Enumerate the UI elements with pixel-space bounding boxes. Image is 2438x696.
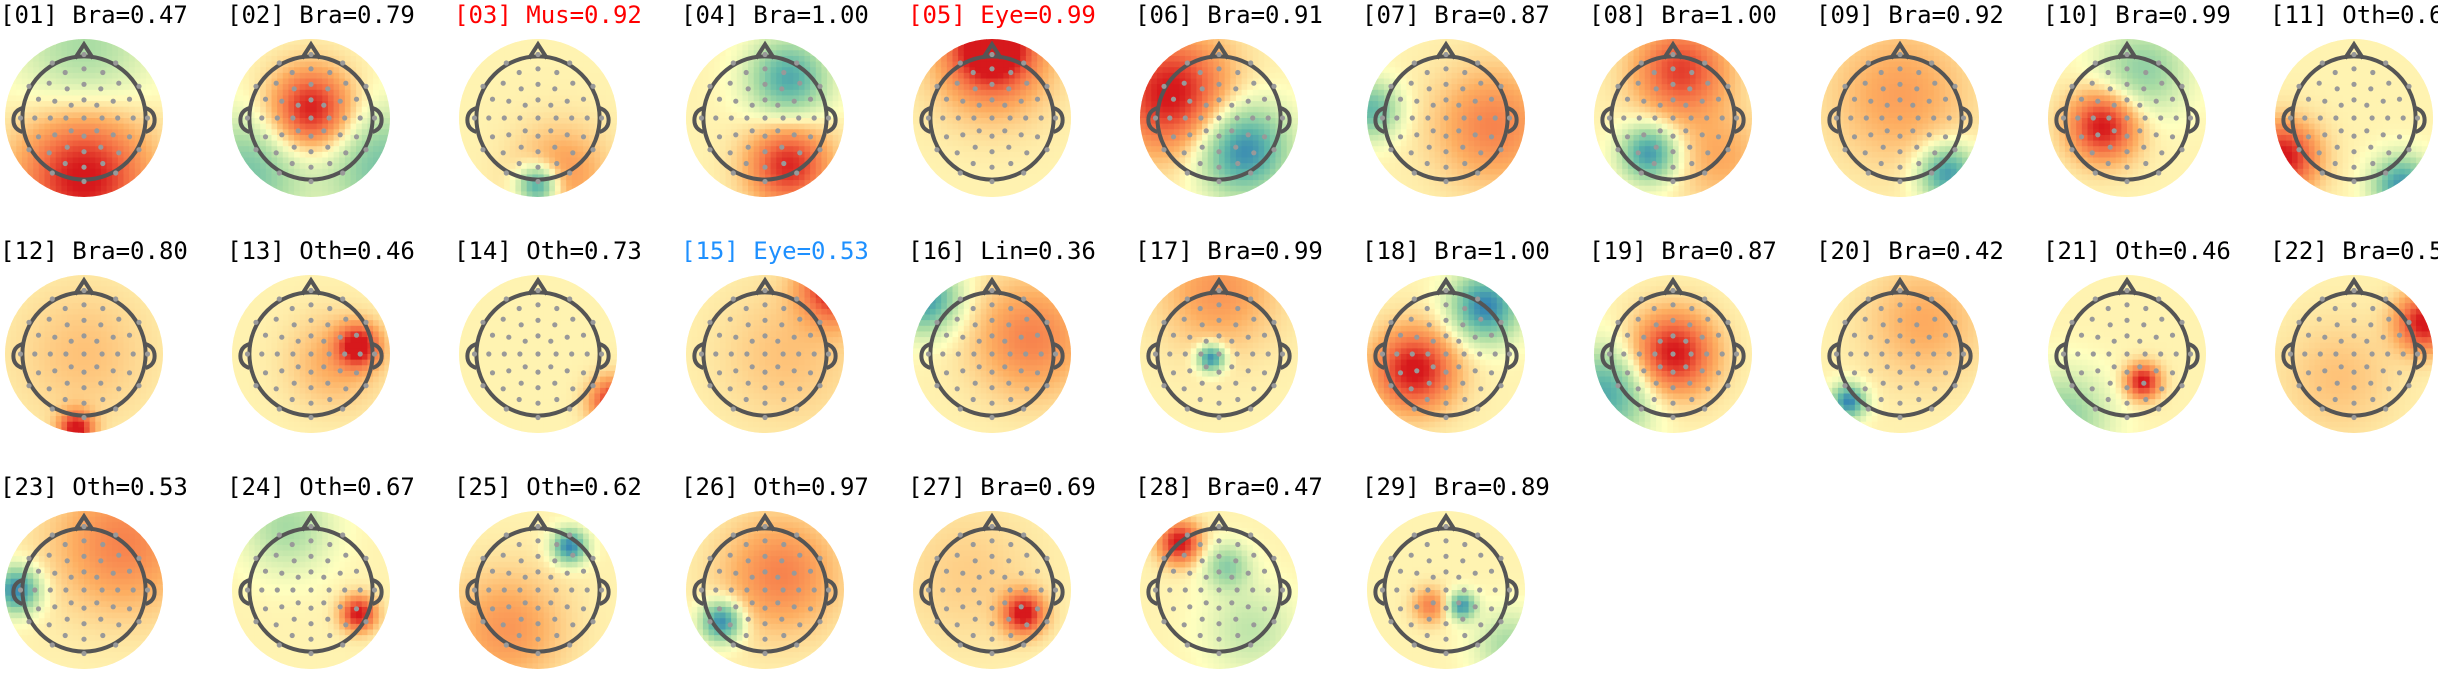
- component-label: [10] Bra=0.99: [2043, 0, 2231, 30]
- component-cell: [04] Bra=1.00: [681, 0, 905, 224]
- topomap: [1589, 34, 1757, 202]
- component-label: [18] Bra=1.00: [1362, 236, 1550, 266]
- component-label: [22] Bra=0.53: [2270, 236, 2438, 266]
- component-label: [09] Bra=0.92: [1816, 0, 2004, 30]
- topomap: [1135, 506, 1303, 674]
- component-label: [19] Bra=0.87: [1589, 236, 1777, 266]
- component-label: [23] Oth=0.53: [0, 472, 188, 502]
- topomap: [1362, 34, 1530, 202]
- topomap: [1816, 270, 1984, 438]
- component-label: [29] Bra=0.89: [1362, 472, 1550, 502]
- component-label: [17] Bra=0.99: [1135, 236, 1323, 266]
- component-cell: [15] Eye=0.53: [681, 236, 905, 460]
- component-cell: [14] Oth=0.73: [454, 236, 678, 460]
- component-cell: [03] Mus=0.92: [454, 0, 678, 224]
- component-cell: [16] Lin=0.36: [908, 236, 1132, 460]
- topomap: [1589, 270, 1757, 438]
- component-cell: [25] Oth=0.62: [454, 472, 678, 696]
- component-cell: [18] Bra=1.00: [1362, 236, 1586, 460]
- topomap: [454, 506, 622, 674]
- component-cell: [08] Bra=1.00: [1589, 0, 1813, 224]
- component-label: [13] Oth=0.46: [227, 236, 415, 266]
- component-cell: [09] Bra=0.92: [1816, 0, 2040, 224]
- component-cell: [26] Oth=0.97: [681, 472, 905, 696]
- component-label: [07] Bra=0.87: [1362, 0, 1550, 30]
- topomap: [1816, 34, 1984, 202]
- component-label: [04] Bra=1.00: [681, 0, 869, 30]
- component-cell: [05] Eye=0.99: [908, 0, 1132, 224]
- component-cell: [06] Bra=0.91: [1135, 0, 1359, 224]
- topomap: [681, 270, 849, 438]
- topomap: [227, 506, 395, 674]
- component-cell: [19] Bra=0.87: [1589, 236, 1813, 460]
- component-label: [06] Bra=0.91: [1135, 0, 1323, 30]
- topomap: [454, 270, 622, 438]
- topomap: [454, 34, 622, 202]
- component-cell: [28] Bra=0.47: [1135, 472, 1359, 696]
- component-cell: [22] Bra=0.53: [2270, 236, 2438, 460]
- topomap: [2043, 34, 2211, 202]
- topomap: [2043, 270, 2211, 438]
- component-label: [03] Mus=0.92: [454, 0, 642, 30]
- component-cell: [27] Bra=0.69: [908, 472, 1132, 696]
- component-cell: [12] Bra=0.80: [0, 236, 224, 460]
- component-label: [26] Oth=0.97: [681, 472, 869, 502]
- component-cell: [02] Bra=0.79: [227, 0, 451, 224]
- component-cell: [13] Oth=0.46: [227, 236, 451, 460]
- component-label: [28] Bra=0.47: [1135, 472, 1323, 502]
- component-cell: [07] Bra=0.87: [1362, 0, 1586, 224]
- topomap: [908, 506, 1076, 674]
- ica-component-grid: [01] Bra=0.47 [02] Bra=0.79 [03] Mus=0.92 […: [0, 0, 2438, 667]
- topomap: [908, 34, 1076, 202]
- component-cell: [23] Oth=0.53: [0, 472, 224, 696]
- component-cell: [20] Bra=0.42: [1816, 236, 2040, 460]
- topomap: [1135, 34, 1303, 202]
- topomap: [0, 270, 168, 438]
- topomap: [681, 506, 849, 674]
- component-cell: [29] Bra=0.89: [1362, 472, 1586, 696]
- component-cell: [24] Oth=0.67: [227, 472, 451, 696]
- topomap: [1362, 506, 1530, 674]
- topomap: [2270, 34, 2438, 202]
- topomap: [0, 34, 168, 202]
- component-label: [21] Oth=0.46: [2043, 236, 2231, 266]
- topomap: [908, 270, 1076, 438]
- topomap: [2270, 270, 2438, 438]
- topomap: [0, 506, 168, 674]
- component-label: [14] Oth=0.73: [454, 236, 642, 266]
- component-label: [08] Bra=1.00: [1589, 0, 1777, 30]
- component-cell: [21] Oth=0.46: [2043, 236, 2267, 460]
- topomap: [1135, 270, 1303, 438]
- component-cell: [10] Bra=0.99: [2043, 0, 2267, 224]
- topomap: [227, 270, 395, 438]
- component-cell: [17] Bra=0.99: [1135, 236, 1359, 460]
- topomap: [1362, 270, 1530, 438]
- component-cell: [01] Bra=0.47: [0, 0, 224, 224]
- topomap: [681, 34, 849, 202]
- component-label: [01] Bra=0.47: [0, 0, 188, 30]
- component-label: [25] Oth=0.62: [454, 472, 642, 502]
- component-cell: [11] Oth=0.64: [2270, 0, 2438, 224]
- component-label: [02] Bra=0.79: [227, 0, 415, 30]
- component-label: [15] Eye=0.53: [681, 236, 869, 266]
- component-label: [24] Oth=0.67: [227, 472, 415, 502]
- component-label: [20] Bra=0.42: [1816, 236, 2004, 266]
- component-label: [05] Eye=0.99: [908, 0, 1096, 30]
- topomap: [227, 34, 395, 202]
- component-label: [12] Bra=0.80: [0, 236, 188, 266]
- component-label: [11] Oth=0.64: [2270, 0, 2438, 30]
- component-label: [27] Bra=0.69: [908, 472, 1096, 502]
- component-label: [16] Lin=0.36: [908, 236, 1096, 266]
